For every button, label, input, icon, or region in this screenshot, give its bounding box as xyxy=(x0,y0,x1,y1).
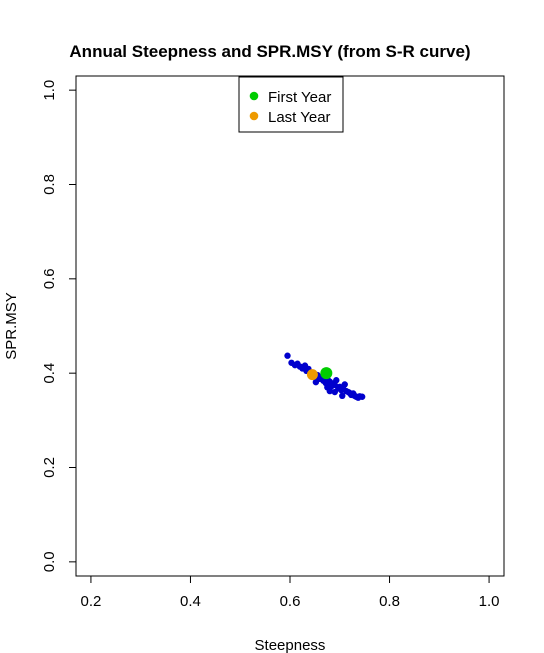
y-tick-label: 0.4 xyxy=(41,363,58,384)
data-point xyxy=(358,393,366,400)
y-tick-label: 0.8 xyxy=(41,174,58,195)
legend: First Year Last Year xyxy=(238,76,344,133)
x-axis-label: Steepness xyxy=(255,637,326,653)
data-point xyxy=(331,388,338,396)
plot-frame xyxy=(75,75,505,577)
y-axis: 0.0 0.2 0.4 0.6 0.8 1.0 xyxy=(41,80,77,572)
x-tick-label: 0.4 xyxy=(180,593,201,610)
legend-box xyxy=(238,76,344,133)
last-year-point xyxy=(306,369,318,381)
x-tick-label: 1.0 xyxy=(479,593,500,610)
legend-marker-last-year xyxy=(249,111,259,121)
data-point xyxy=(333,377,340,384)
first-year-point xyxy=(320,367,333,380)
y-tick-label: 1.0 xyxy=(41,80,58,101)
legend-label-first-year: First Year xyxy=(268,89,331,106)
x-tick-label: 0.2 xyxy=(81,593,102,610)
legend-marker-first-year xyxy=(249,91,259,101)
data-points xyxy=(284,352,366,401)
y-tick-label: 0.2 xyxy=(41,457,58,478)
chart-title: Annual Steepness and SPR.MSY (from S-R c… xyxy=(69,42,470,61)
x-axis: 0.2 0.4 0.6 0.8 1.0 xyxy=(81,575,500,610)
data-point xyxy=(324,384,331,391)
x-tick-label: 0.8 xyxy=(379,593,400,610)
y-axis-label: SPR.MSY xyxy=(3,292,20,360)
data-point xyxy=(341,381,348,388)
data-point xyxy=(284,352,291,359)
y-tick-label: 0.0 xyxy=(41,551,58,572)
data-point xyxy=(339,392,346,400)
legend-label-last-year: Last Year xyxy=(268,109,331,126)
x-tick-label: 0.6 xyxy=(280,593,301,610)
y-tick-label: 0.6 xyxy=(41,268,58,289)
